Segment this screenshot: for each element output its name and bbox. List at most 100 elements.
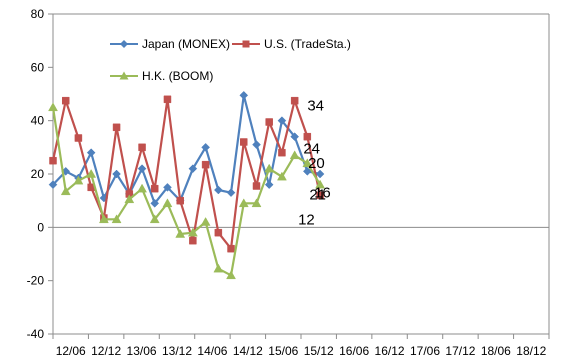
annotation-hk-last-june: 24 [303, 140, 320, 157]
data-point-hk [137, 183, 147, 193]
x-tick-label: 18/06 [481, 344, 511, 358]
data-point-hk [315, 179, 326, 189]
data-point-japan [214, 185, 223, 195]
legend-marker-us [242, 40, 250, 48]
data-point-hk [111, 214, 122, 224]
data-point-japan [226, 188, 236, 198]
data-point-japan [252, 140, 261, 150]
data-point-hk [175, 228, 186, 238]
series-line-us [51, 98, 322, 250]
x-tick-label: 16/06 [339, 344, 369, 358]
data-point-us [252, 182, 261, 190]
data-point-us [227, 244, 235, 253]
data-point-hk [149, 214, 160, 224]
data-point-us [74, 134, 83, 142]
legend-item-japan: Japan (MONEX) [110, 37, 230, 51]
series-line-japan [52, 94, 321, 205]
data-point-japan [48, 180, 58, 190]
data-point-us [150, 184, 159, 193]
x-tick-label: 17/06 [410, 344, 440, 358]
data-point-japan [290, 132, 300, 142]
data-point-japan [137, 164, 147, 174]
data-point-hk [276, 171, 287, 181]
data-point-hk [264, 163, 275, 173]
legend-label-us: U.S. (TradeSta.) [264, 37, 351, 51]
legend: Japan (MONEX) U.S. (TradeSta.) H.K. (BOO… [110, 37, 351, 83]
data-point-japan [150, 198, 160, 208]
legend-label-hk: H.K. (BOOM) [142, 69, 213, 83]
legend-marker-hk [119, 71, 129, 80]
x-tick-label: 15/12 [304, 344, 334, 358]
data-point-hk [86, 168, 97, 178]
y-tick-label: 80 [31, 7, 45, 21]
legend-marker-japan [120, 40, 128, 48]
data-point-japan [201, 142, 210, 152]
y-tick-label: -40 [27, 327, 45, 341]
data-point-hk [213, 263, 224, 273]
data-point-us [201, 160, 210, 169]
y-tick-label: 40 [31, 114, 45, 128]
annotation-japan-last: 20 [308, 155, 325, 172]
data-point-us [240, 138, 248, 146]
data-point-hk [187, 227, 198, 237]
x-tick-label: 17/12 [445, 344, 475, 358]
data-point-us [290, 96, 299, 105]
x-tick-label: 14/06 [197, 344, 227, 358]
data-point-hk [60, 186, 71, 196]
data-point-us [87, 183, 95, 192]
data-point-us [278, 148, 286, 157]
data-point-us [303, 132, 312, 141]
data-point-hk [48, 102, 58, 112]
data-point-hk [289, 150, 300, 160]
data-point-us [163, 95, 172, 104]
annotation-japan-last-june: 21 [309, 186, 326, 203]
x-axis-ticks: 12/06 12/12 13/06 13/12 14/06 14/12 15/06 15/12… [52, 334, 550, 358]
annotation-us-last: 12 [298, 211, 315, 228]
y-axis-ticks: -40 -20 0 20 40 60 80 [27, 7, 53, 341]
data-point-japan [86, 148, 96, 158]
y-tick-label: 20 [31, 167, 45, 181]
data-point-japan [112, 169, 121, 179]
data-point-hk [302, 158, 313, 168]
data-point-us [138, 143, 146, 152]
x-tick-label: 18/12 [516, 344, 546, 358]
data-point-japan [277, 116, 287, 126]
data-point-us [316, 191, 324, 200]
data-point-hk [124, 194, 135, 204]
data-point-hk [200, 216, 211, 226]
legend-item-us: U.S. (TradeSta.) [232, 37, 351, 51]
x-tick-label: 16/12 [375, 344, 405, 358]
data-point-us [189, 236, 197, 245]
annotation-us-last-june: 34 [307, 98, 324, 115]
x-tick-label: 14/12 [233, 344, 263, 358]
series-hk [48, 102, 326, 280]
data-point-japan [239, 90, 249, 100]
y-tick-label: 60 [31, 60, 45, 74]
data-point-japan [264, 180, 274, 190]
series-layer [48, 90, 326, 280]
x-tick-label: 12/12 [91, 344, 121, 358]
series-us [49, 95, 324, 253]
data-point-hk [162, 198, 173, 208]
data-point-japan [315, 169, 325, 179]
y-tick-label: -20 [27, 274, 45, 288]
x-tick-label: 15/06 [268, 344, 298, 358]
series-japan [48, 90, 325, 208]
legend-item-hk: H.K. (BOOM) [110, 69, 213, 83]
x-tick-label: 13/06 [127, 344, 157, 358]
x-tick-label: 12/06 [56, 344, 86, 358]
data-point-japan [163, 182, 172, 192]
y-tick-label: 0 [37, 220, 44, 234]
data-point-hk [238, 198, 249, 208]
series-line-hk [51, 107, 322, 277]
data-point-japan [302, 166, 312, 176]
legend-label-japan: Japan (MONEX) [142, 37, 230, 51]
data-point-hk [98, 214, 109, 224]
data-point-us [49, 156, 57, 165]
data-point-hk [73, 175, 84, 185]
data-point-us [112, 123, 121, 132]
annotations: 34 24 20 21 16 12 [298, 98, 331, 229]
data-point-us [61, 96, 70, 105]
x-tick-label: 13/12 [162, 344, 192, 358]
